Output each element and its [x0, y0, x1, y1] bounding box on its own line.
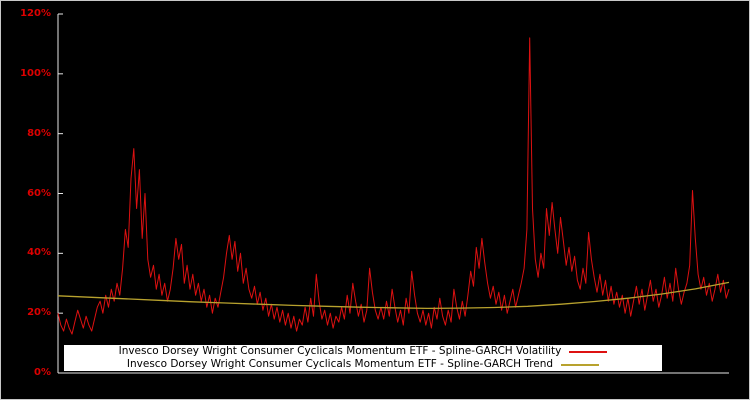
- y-tick-label: 20%: [27, 307, 51, 319]
- y-tick-label: 60%: [27, 187, 51, 199]
- legend-line-sample-volatility: [569, 350, 608, 353]
- legend-item-volatility: Invesco Dorsey Wright Consumer Cyclicals…: [64, 345, 662, 358]
- legend-label-trend: Invesco Dorsey Wright Consumer Cyclicals…: [126, 358, 554, 370]
- y-tick-label: 100%: [20, 67, 51, 79]
- y-tick-label: 40%: [27, 247, 51, 259]
- legend-label-volatility: Invesco Dorsey Wright Consumer Cyclicals…: [118, 345, 562, 357]
- y-tick-label: 0%: [34, 367, 51, 378]
- y-tick-label: 120%: [20, 8, 51, 19]
- y-tick-label: 80%: [27, 127, 51, 139]
- legend-item-trend: Invesco Dorsey Wright Consumer Cyclicals…: [64, 358, 662, 371]
- legend-line-sample-trend: [561, 363, 600, 366]
- legend: Invesco Dorsey Wright Consumer Cyclicals…: [64, 345, 662, 371]
